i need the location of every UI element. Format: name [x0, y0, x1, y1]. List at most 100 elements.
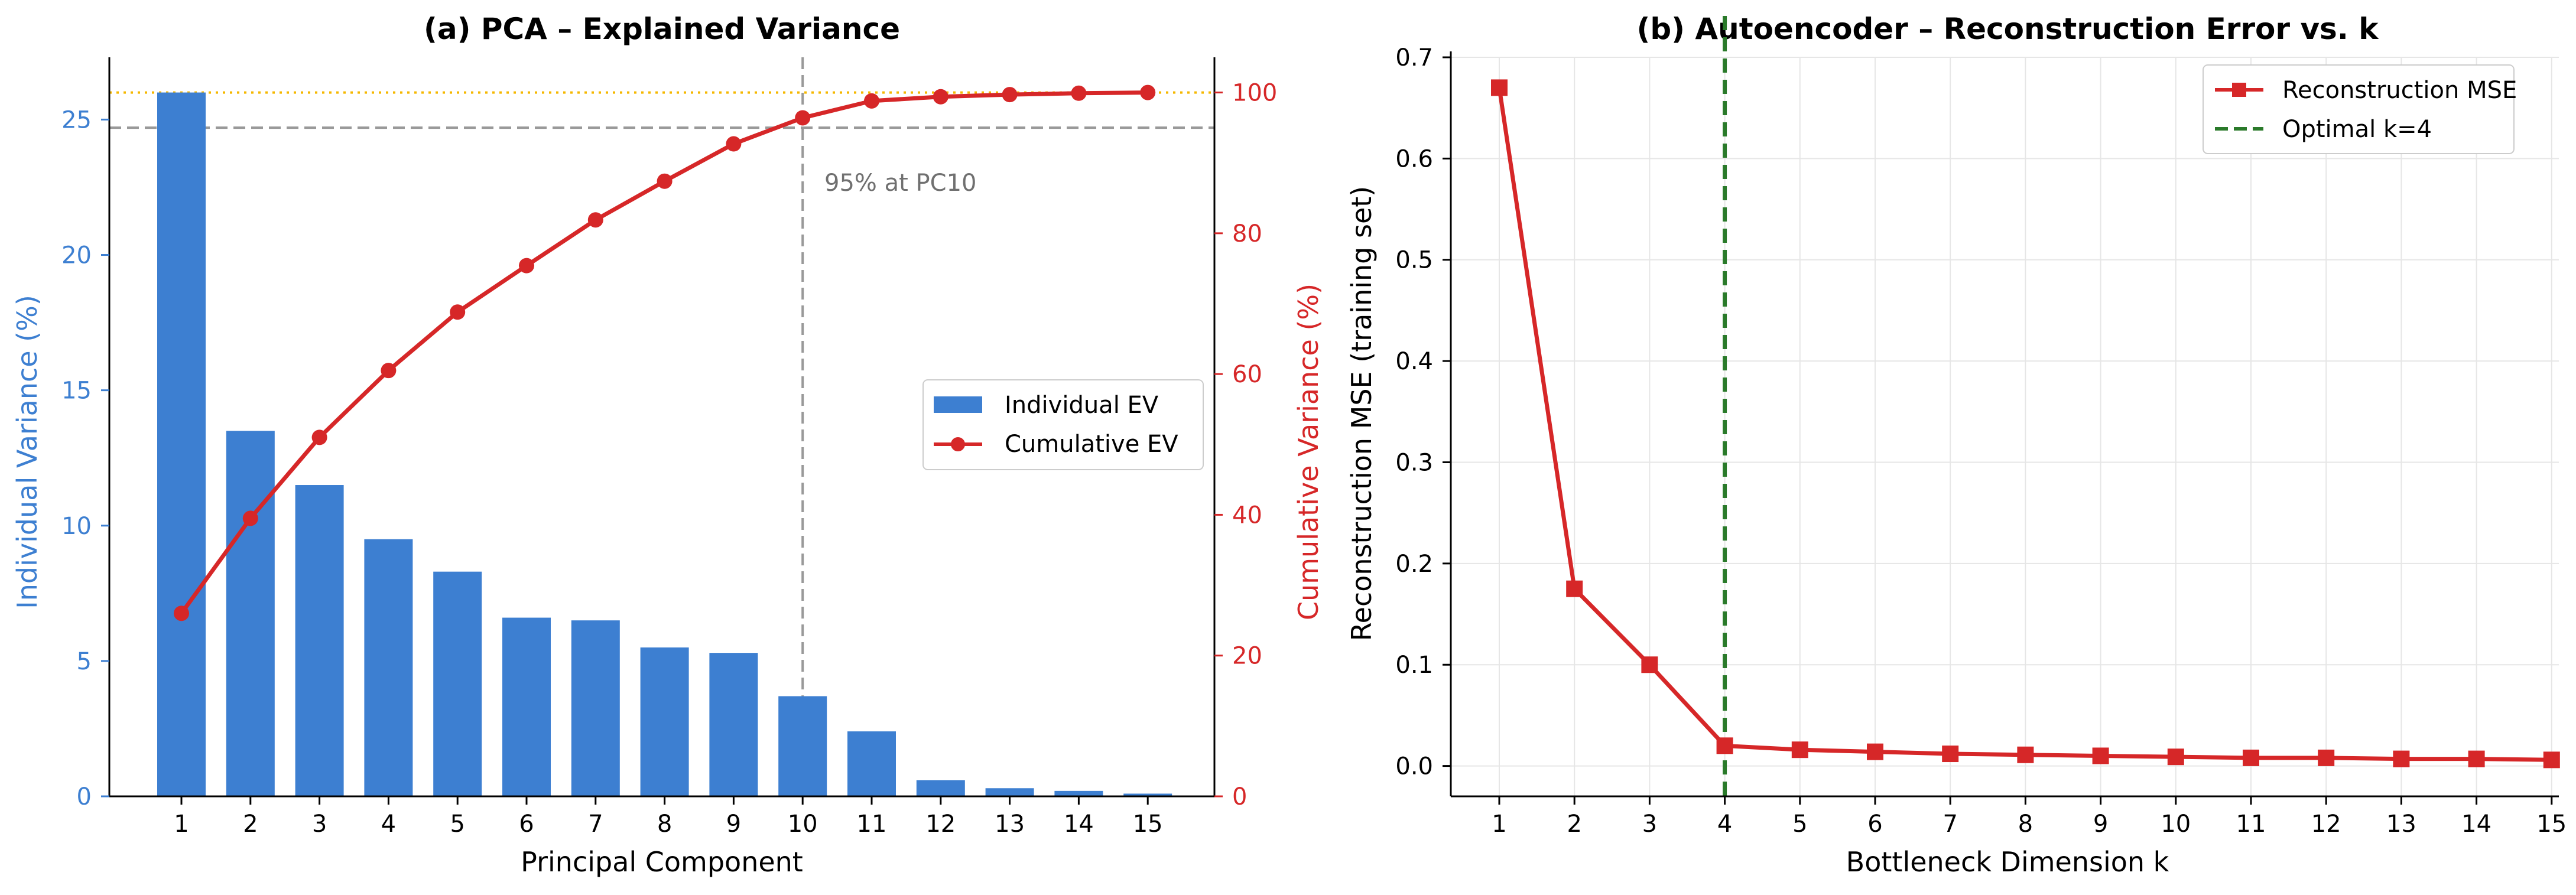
y-tick-label: 10 [61, 513, 92, 540]
mse-point-k10 [2167, 748, 2184, 766]
cumulative-point-pc12 [933, 89, 948, 105]
panel-a-xlabel: Principal Component [521, 846, 803, 878]
bar-pc5 [433, 571, 482, 796]
mse-point-k2 [1566, 580, 1583, 597]
cumulative-point-pc3 [311, 429, 327, 445]
y2-tick-label: 20 [1232, 643, 1262, 670]
cumulative-point-pc2 [242, 510, 258, 526]
y-tick-label: 0.4 [1395, 348, 1433, 375]
panel-a-bars [157, 92, 1172, 797]
y2-tick-label: 80 [1232, 220, 1262, 248]
mse-point-k11 [2243, 749, 2259, 766]
panel-a-axes: 1 2 3 4 5 6 7 8 9 10 11 12 13 14 150510152025020406080… [61, 57, 1277, 838]
bar-pc15 [1123, 793, 1172, 796]
mse-point-k4 [1716, 737, 1733, 754]
panel-b-ylabel: Reconstruction MSE (training set) [1346, 186, 1378, 641]
x-tick-label: 7 [588, 811, 603, 838]
panel-b-title: (b) Autoencoder – Reconstruction Error v… [1637, 12, 2380, 46]
cumulative-point-pc13 [1002, 87, 1018, 103]
x-tick-label: 15 [1133, 811, 1163, 838]
x-tick-label: 7 [1942, 811, 1957, 838]
panel-a-ylabel: Individual Variance (%) [11, 295, 43, 609]
panel-a-cumulative-line [174, 84, 1156, 621]
x-tick-label: 9 [2093, 811, 2108, 838]
cumulative-point-pc15 [1140, 84, 1156, 100]
x-tick-label: 4 [381, 811, 396, 838]
mse-point-k15 [2543, 751, 2560, 769]
x-tick-label: 15 [2536, 811, 2567, 838]
y-tick-label: 0.7 [1395, 44, 1433, 71]
y-tick-label: 25 [61, 106, 92, 134]
bar-pc1 [157, 92, 206, 797]
x-tick-label: 1 [1492, 811, 1506, 838]
bar-pc4 [364, 539, 413, 796]
x-tick-label: 10 [788, 811, 818, 838]
y2-tick-label: 0 [1232, 783, 1247, 811]
y-tick-label: 20 [61, 242, 92, 269]
legend-optimal-k: Optimal k=4 [2282, 116, 2432, 143]
y-tick-label: 5 [77, 648, 92, 675]
cumulative-point-pc11 [864, 93, 879, 109]
panel-a-title: (a) PCA – Explained Variance [424, 12, 900, 46]
cumulative-point-pc8 [657, 173, 673, 189]
mse-point-k7 [1942, 746, 1959, 763]
x-tick-label: 8 [657, 811, 672, 838]
panel-b-grid [1451, 57, 2559, 796]
cumulative-point-pc1 [174, 606, 189, 621]
x-tick-label: 11 [857, 811, 887, 838]
x-tick-label: 13 [995, 811, 1025, 838]
x-tick-label: 2 [1567, 811, 1581, 838]
mse-point-k8 [2017, 746, 2034, 763]
x-tick-label: 5 [1792, 811, 1807, 838]
panel-b-axes: 1 2 3 4 5 6 7 8 9 10 11 12 13 14 150.00.10.20.30.40.50… [1395, 44, 2567, 838]
legend-cumulative-ev: Cumulative EV [1005, 431, 1178, 458]
legend-bar-swatch [934, 396, 982, 413]
bar-pc3 [295, 485, 344, 796]
panel-b-legend: Reconstruction MSE Optimal k=4 [2203, 64, 2517, 154]
x-tick-label: 1 [174, 811, 189, 838]
y-tick-label: 0.0 [1395, 753, 1433, 780]
legend-line-marker [951, 437, 965, 451]
panel-b-mse-line [1491, 79, 2560, 769]
mse-point-k12 [2318, 749, 2335, 766]
y2-tick-label: 40 [1232, 502, 1262, 529]
mse-point-k3 [1641, 656, 1658, 673]
panel-a-legend: Individual EV Cumulative EV [922, 379, 1204, 470]
mse-point-k6 [1867, 743, 1883, 760]
x-tick-label: 4 [1717, 811, 1732, 838]
cumulative-point-pc10 [795, 110, 811, 126]
y2-tick-label: 60 [1232, 361, 1262, 388]
x-tick-label: 3 [312, 811, 327, 838]
panel-a: (a) PCA – Explained Variance 1 2 3 4 5 6 7 8 9 10… [11, 12, 1324, 878]
mse-point-k1 [1491, 79, 1508, 96]
cumulative-point-pc9 [726, 136, 742, 152]
bar-pc10 [778, 696, 827, 796]
x-tick-label: 3 [1642, 811, 1657, 838]
bar-pc11 [847, 731, 896, 796]
cumulative-point-pc14 [1071, 85, 1087, 101]
panel-b: (b) Autoencoder – Reconstruction Error v… [1346, 12, 2567, 878]
x-tick-label: 9 [726, 811, 741, 838]
y-tick-label: 15 [61, 377, 92, 405]
x-tick-label: 6 [1867, 811, 1882, 838]
x-tick-label: 12 [2311, 811, 2341, 838]
x-tick-label: 14 [1064, 811, 1094, 838]
bar-pc13 [985, 788, 1034, 796]
y2-tick-label: 100 [1232, 80, 1277, 107]
mse-point-k13 [2393, 750, 2410, 767]
x-tick-label: 12 [925, 811, 956, 838]
panel-b-xlabel: Bottleneck Dimension k [1846, 846, 2169, 878]
legend-individual-ev: Individual EV [1005, 392, 1159, 419]
bar-pc8 [640, 647, 689, 796]
bar-pc6 [502, 617, 551, 796]
x-tick-label: 6 [519, 811, 534, 838]
y-tick-label: 0.5 [1395, 247, 1433, 274]
x-tick-label: 13 [2386, 811, 2416, 838]
y-tick-label: 0 [77, 783, 92, 811]
x-tick-label: 2 [243, 811, 258, 838]
x-tick-label: 14 [2461, 811, 2491, 838]
mse-point-k5 [1791, 741, 1808, 759]
x-tick-label: 11 [2236, 811, 2266, 838]
bar-pc2 [226, 431, 275, 796]
